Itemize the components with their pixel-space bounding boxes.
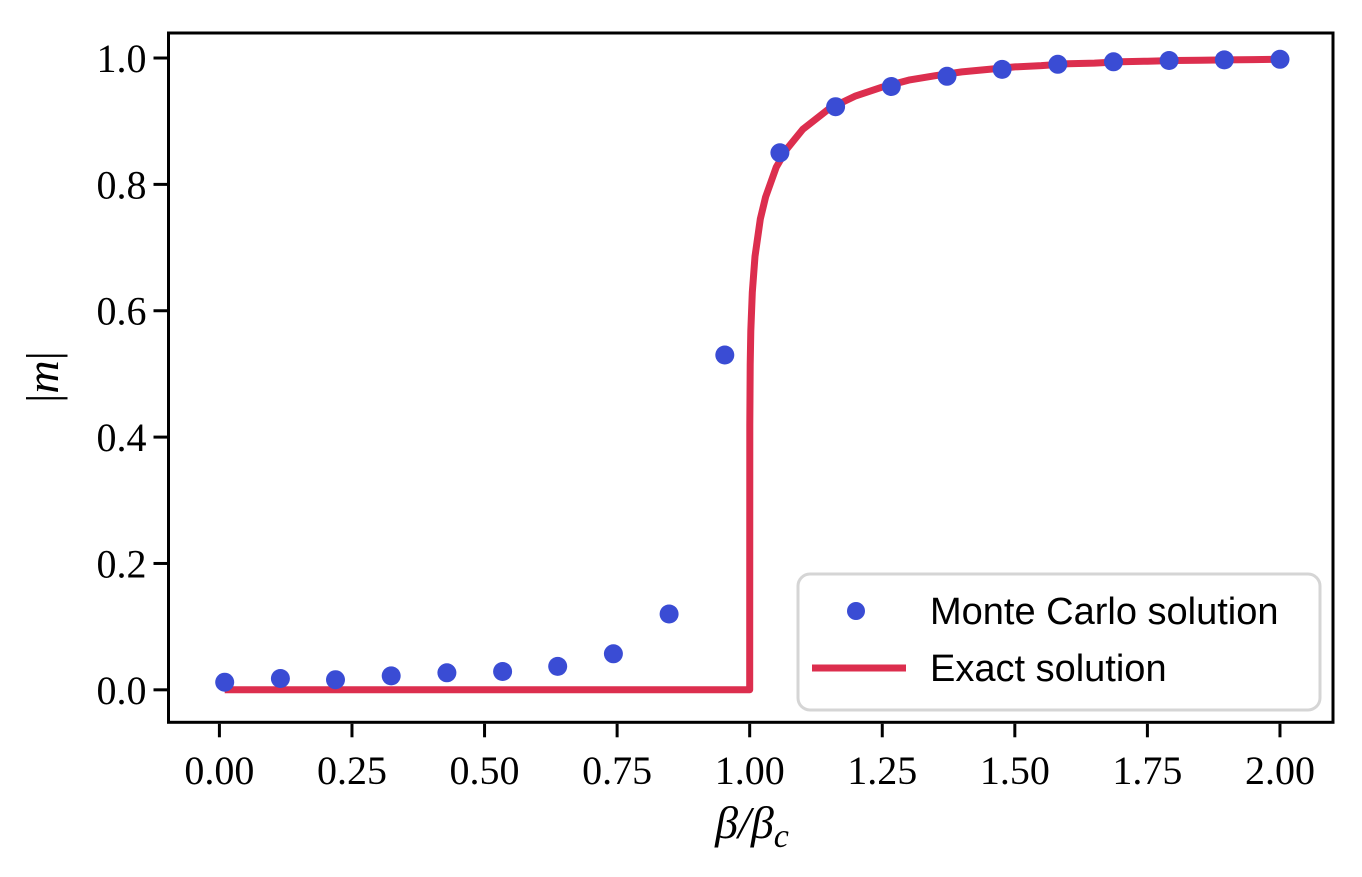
x-tick-label: 1.00: [715, 748, 785, 793]
mc-data-point: [548, 656, 568, 676]
mc-data-point: [270, 669, 290, 688]
y-tick-label: 0.0: [97, 668, 147, 713]
mc-data-point: [1048, 54, 1068, 74]
x-tick-label: 1.50: [980, 748, 1050, 793]
mc-data-point: [493, 662, 513, 681]
mc-data-point: [1270, 49, 1290, 69]
mc-data-point: [326, 670, 345, 690]
mc-data-point: [1159, 51, 1179, 70]
plot-border: [167, 31, 1335, 724]
x-tick-label: 0.75: [582, 748, 652, 793]
mc-data-point: [215, 672, 235, 692]
mc-data-point: [1214, 50, 1234, 70]
x-axis-ticks: 0.00 0.25 0.50 0.75 1.00 1.25 1.50 1.75 2.00: [184, 723, 1315, 793]
legend-label-exact: Exact solution: [930, 648, 1167, 690]
monte-carlo-points: [215, 49, 1290, 692]
mc-data-point: [659, 604, 679, 624]
mc-data-point: [826, 97, 846, 117]
x-tick-label: 2.00: [1245, 748, 1315, 793]
mc-data-point: [603, 644, 623, 664]
y-tick-label: 1.0: [97, 36, 147, 81]
y-axis-label: |m|: [17, 351, 68, 403]
legend: Monte Carlo solution Exact solution: [796, 572, 1322, 712]
mc-data-point: [715, 345, 735, 365]
x-tick-label: 1.25: [847, 748, 917, 793]
x-axis-label: β/βc: [714, 797, 789, 855]
mc-data-point: [937, 66, 957, 86]
x-tick-label: 1.75: [1112, 748, 1182, 793]
x-tick-label: 0.00: [184, 748, 254, 793]
mc-data-point: [992, 59, 1012, 79]
y-tick-label: 0.8: [97, 162, 147, 207]
mc-data-point: [770, 143, 790, 163]
legend-marker-dot-icon: [847, 602, 865, 620]
y-tick-label: 0.2: [97, 541, 147, 586]
x-tick-label: 0.50: [450, 748, 520, 793]
y-axis-ticks: 0.0 0.2 0.4 0.6 0.8 1.0: [97, 36, 167, 713]
y-tick-label: 0.6: [97, 289, 147, 334]
mc-data-point: [381, 666, 401, 686]
legend-label-monte-carlo: Monte Carlo solution: [930, 591, 1279, 633]
mc-data-point: [881, 77, 901, 96]
legend-box: [796, 572, 1322, 712]
mc-data-point: [437, 663, 457, 683]
y-tick-label: 0.4: [97, 415, 147, 460]
mc-data-point: [1104, 52, 1123, 72]
x-tick-label: 0.25: [317, 748, 387, 793]
